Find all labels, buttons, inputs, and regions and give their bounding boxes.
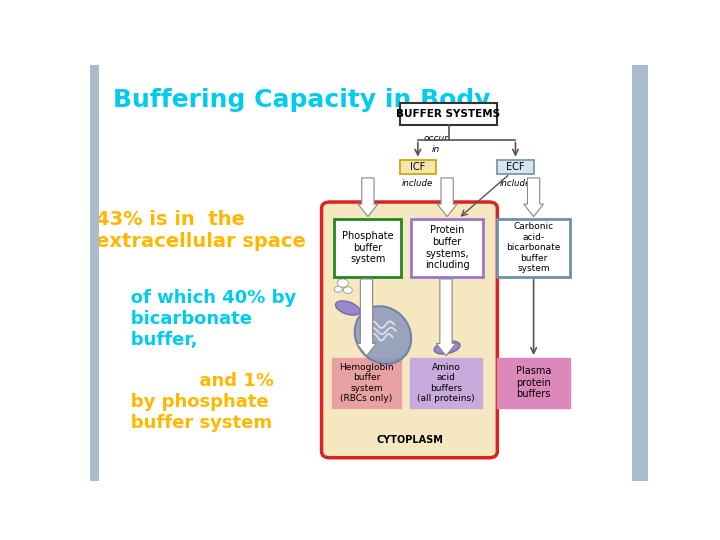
Text: Buffering Capacity in Body: Buffering Capacity in Body <box>113 87 491 112</box>
Ellipse shape <box>336 301 360 315</box>
Text: ICF: ICF <box>410 161 426 172</box>
FancyBboxPatch shape <box>400 104 498 125</box>
Text: of which 40% by
   bicarbonate
   buffer,: of which 40% by bicarbonate buffer, <box>112 289 297 349</box>
FancyBboxPatch shape <box>322 202 498 458</box>
FancyBboxPatch shape <box>334 219 401 277</box>
Ellipse shape <box>434 341 460 354</box>
FancyArrow shape <box>356 279 377 356</box>
Text: Phosphate
buffer
system: Phosphate buffer system <box>342 231 394 265</box>
Text: Carbonic
acid-
bicarbonate
buffer
system: Carbonic acid- bicarbonate buffer system <box>506 222 561 273</box>
Text: Plasma
protein
buffers: Plasma protein buffers <box>516 366 552 400</box>
FancyArrow shape <box>436 279 456 356</box>
Text: include: include <box>500 179 531 188</box>
FancyBboxPatch shape <box>498 358 570 408</box>
Circle shape <box>343 287 352 293</box>
FancyBboxPatch shape <box>400 160 436 174</box>
FancyBboxPatch shape <box>498 160 534 174</box>
Text: CYTOPLASM: CYTOPLASM <box>376 435 443 445</box>
Text: ECF: ECF <box>506 161 525 172</box>
Circle shape <box>334 286 342 292</box>
Text: BUFFER SYSTEMS: BUFFER SYSTEMS <box>397 109 500 119</box>
Bar <box>90 65 99 481</box>
Text: Hemoglobin
buffer
system
(RBCs only): Hemoglobin buffer system (RBCs only) <box>339 363 394 403</box>
Text: occur
in: occur in <box>423 134 449 153</box>
Text: include: include <box>402 179 433 188</box>
FancyBboxPatch shape <box>411 219 483 277</box>
FancyBboxPatch shape <box>332 358 401 408</box>
Text: Protein
buffer
systems,
including: Protein buffer systems, including <box>425 225 469 270</box>
Ellipse shape <box>355 306 411 364</box>
Text: Amino
acid
buffers
(all proteins): Amino acid buffers (all proteins) <box>417 363 474 403</box>
Text: and 1%
   by phosphate
   buffer system: and 1% by phosphate buffer system <box>112 373 274 432</box>
FancyArrow shape <box>523 178 544 217</box>
Bar <box>632 65 648 481</box>
FancyArrow shape <box>437 178 457 217</box>
Text: 43% is in  the
extracellular space: 43% is in the extracellular space <box>96 210 305 251</box>
FancyBboxPatch shape <box>410 358 482 408</box>
Circle shape <box>337 279 348 287</box>
FancyArrow shape <box>358 178 378 217</box>
FancyBboxPatch shape <box>498 219 570 277</box>
